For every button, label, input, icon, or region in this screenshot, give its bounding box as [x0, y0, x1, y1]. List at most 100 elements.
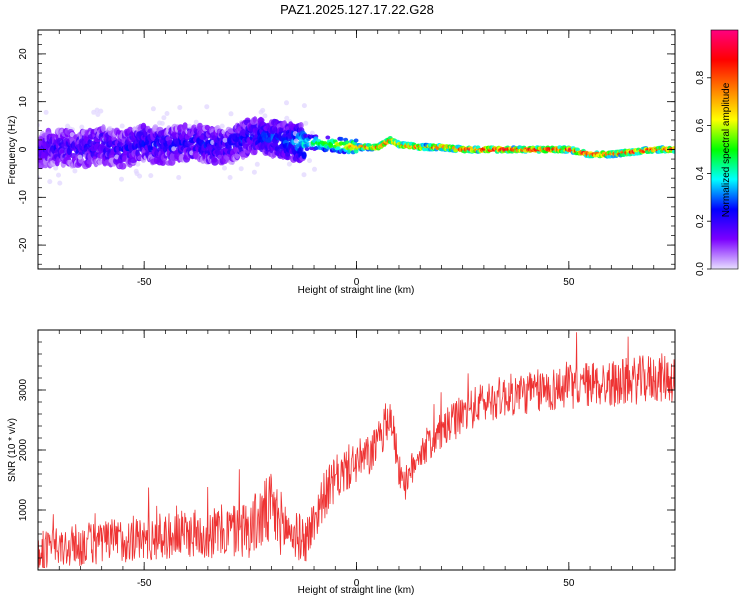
snr-y-tick-label: 1000: [18, 498, 29, 521]
colorbar-gradient: [710, 29, 739, 270]
snr-y-axis-label: SNR (10 * v/v): [7, 418, 18, 482]
heatmap-cell: [313, 136, 319, 141]
spectrogram-y-axis-label: Frequency (Hz): [7, 116, 18, 185]
snr-series-line: [38, 332, 675, 568]
heatmap-faint-cell: [98, 108, 104, 114]
heatmap-faint-cell: [177, 105, 183, 110]
heatmap-faint-cell: [164, 111, 170, 116]
snr-y-tick-label: 2000: [18, 438, 29, 461]
colorbar-tick-label: 0.2: [695, 214, 706, 228]
heatmap-faint-cell: [301, 103, 307, 109]
heatmap-faint-cell: [150, 106, 156, 112]
heatmap-faint-cell: [193, 119, 199, 125]
colorbar-tick-label: 0.4: [695, 166, 706, 180]
heatmap-cell: [301, 151, 307, 160]
snr-x-tick-label: 50: [563, 578, 575, 589]
heatmap-cell: [101, 124, 106, 133]
heatmap-faint-cell: [135, 161, 141, 167]
heatmap-faint-cell: [307, 158, 312, 164]
heatmap-faint-cell: [72, 168, 78, 174]
heatmap-faint-cell: [222, 165, 227, 171]
colorbar-tick-label: 0.6: [695, 118, 706, 132]
heatmap-faint-cell: [251, 169, 257, 175]
heatmap-cell: [353, 149, 359, 154]
heatmap-cell: [335, 146, 341, 151]
figure-title: PAZ1.2025.127.17.22.G28: [280, 2, 434, 17]
heatmap-faint-cell: [53, 165, 59, 171]
heatmap-cell: [252, 148, 258, 156]
spectrogram-heatmap: [38, 100, 675, 186]
heatmap-cell: [304, 147, 310, 151]
heatmap-faint-cell: [227, 175, 233, 180]
heatmap-cell: [349, 146, 354, 151]
snr-y-tick-label: 3000: [18, 378, 29, 401]
snr-x-tick-label: -50: [137, 578, 152, 589]
snr-panel: -50 0 50 1000 2000 3000 Height of straight li…: [7, 329, 676, 596]
spectrogram-panel: -50 0 50 -20 -10 0 10 20 Height of straight lin…: [7, 29, 676, 296]
heatmap-faint-cell: [119, 176, 124, 182]
colorbar-tick-label: 0.8: [695, 70, 706, 84]
heatmap-faint-cell: [284, 100, 289, 106]
heatmap-faint-cell: [95, 112, 101, 117]
heatmap-cell: [212, 157, 218, 163]
heatmap-faint-cell: [79, 124, 85, 130]
heatmap-cell: [671, 149, 675, 154]
colorbar-tick-label: 0.0: [695, 262, 706, 276]
heatmap-faint-cell: [204, 104, 210, 110]
heatmap-faint-cell: [284, 115, 290, 121]
heatmap-faint-cell: [56, 172, 61, 178]
colorbar-label: Normalized spectral amplitude: [721, 82, 732, 217]
heatmap-cell: [298, 122, 304, 129]
heatmap-faint-cell: [38, 122, 40, 128]
heatmap-cell: [285, 151, 291, 157]
heatmap-faint-cell: [303, 120, 309, 126]
heatmap-faint-cell: [38, 174, 40, 180]
spectrogram-y-tick-label: -10: [18, 190, 29, 205]
colorbar-ticks: 0.0 0.2 0.4 0.6 0.8: [695, 70, 711, 276]
heatmap-faint-cell: [262, 113, 268, 119]
heatmap-faint-cell: [187, 123, 193, 129]
spectrogram-y-tick-label: 0: [18, 146, 29, 152]
heatmap-faint-cell: [286, 161, 292, 167]
spectrogram-y-tick-label: 10: [18, 96, 29, 108]
heatmap-faint-cell: [43, 109, 49, 115]
heatmap-faint-cell: [148, 173, 154, 179]
snr-x-axis-label: Height of straight line (km): [298, 585, 415, 596]
heatmap-cell: [338, 136, 344, 141]
heatmap-faint-cell: [119, 123, 125, 129]
heatmap-faint-cell: [254, 161, 260, 167]
heatmap-faint-cell: [219, 123, 225, 129]
spectrogram-y-tick-label: -20: [18, 237, 29, 252]
spectrogram-x-axis-label: Height of straight line (km): [298, 285, 415, 296]
heatmap-cell: [575, 147, 580, 152]
spectrogram-x-tick-label: 50: [563, 277, 575, 288]
spectrogram-ticks: -50 0 50 -20 -10 0 10 20: [18, 30, 676, 288]
spectrogram-x-tick-label: 0: [354, 277, 360, 288]
heatmap-faint-cell: [309, 130, 315, 136]
spectrogram-x-tick-label: -50: [137, 277, 152, 288]
heatmap-faint-cell: [134, 171, 140, 177]
heatmap-cell: [325, 135, 331, 140]
spectrogram-y-tick-label: 20: [18, 48, 29, 60]
heatmap-faint-cell: [238, 166, 244, 172]
heatmap-faint-cell: [260, 107, 266, 113]
heatmap-faint-cell: [228, 111, 234, 117]
heatmap-cell: [353, 138, 359, 143]
snr-x-tick-label: 0: [354, 578, 360, 589]
heatmap-faint-cell: [171, 146, 177, 152]
heatmap-faint-cell: [161, 115, 167, 121]
heatmap-faint-cell: [157, 120, 162, 126]
snr-ticks: -50 0 50 1000 2000 3000: [18, 329, 676, 589]
heatmap-faint-cell: [176, 175, 182, 180]
heatmap-faint-cell: [57, 180, 63, 186]
heatmap-faint-cell: [107, 125, 113, 131]
heatmap-cell: [119, 162, 127, 170]
heatmap-faint-cell: [77, 154, 83, 160]
heatmap-faint-cell: [222, 137, 228, 143]
heatmap-faint-cell: [312, 166, 317, 172]
heatmap-faint-cell: [47, 179, 53, 185]
heatmap-faint-cell: [293, 138, 299, 144]
heatmap-faint-cell: [301, 172, 307, 178]
colorbar: 0.0 0.2 0.4 0.6 0.8 Normalized spectral ampl…: [695, 29, 739, 276]
